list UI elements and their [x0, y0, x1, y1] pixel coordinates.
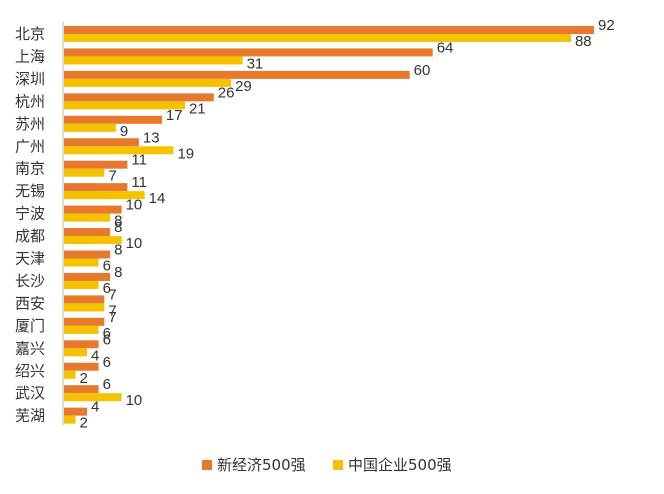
- data-label: 31: [247, 55, 264, 72]
- data-label: 6: [103, 354, 111, 371]
- bar-china-enterprise: [64, 280, 99, 289]
- data-label: 4: [91, 347, 99, 364]
- data-label: 2: [80, 415, 88, 432]
- bar-new-economy: [64, 385, 99, 394]
- bar-new-economy: [64, 183, 128, 192]
- data-label: 9: [120, 123, 128, 140]
- bar-china-enterprise: [64, 213, 111, 222]
- bar-china-enterprise: [64, 370, 76, 379]
- bar-china-enterprise: [64, 191, 145, 200]
- bar-china-enterprise: [64, 101, 185, 110]
- category-label: 广州: [15, 137, 45, 155]
- data-label: 10: [126, 235, 143, 252]
- bar-new-economy: [64, 48, 433, 57]
- data-label: 60: [414, 62, 431, 79]
- bar-new-economy: [64, 228, 111, 237]
- bar-new-economy: [64, 115, 162, 124]
- data-label: 11: [131, 174, 147, 191]
- data-label: 29: [235, 78, 252, 95]
- legend-label: 中国企业500强: [348, 456, 452, 474]
- category-label: 南京: [15, 160, 45, 178]
- data-label: 8: [114, 242, 122, 259]
- legend-swatch: [333, 460, 343, 470]
- category-label: 天津: [15, 250, 45, 268]
- data-label: 92: [598, 17, 615, 34]
- bar-new-economy: [64, 295, 105, 304]
- bar-china-enterprise: [64, 56, 243, 65]
- bar-new-economy: [64, 250, 111, 259]
- data-label: 6: [103, 331, 111, 348]
- bar-china-enterprise: [64, 393, 122, 402]
- data-label: 10: [126, 197, 143, 214]
- bar-china-enterprise: [64, 258, 99, 267]
- bar-new-economy: [64, 205, 122, 214]
- bar-new-economy: [64, 317, 105, 326]
- category-label: 成都: [15, 227, 45, 245]
- category-label: 深圳: [15, 70, 45, 88]
- bar-new-economy: [64, 160, 128, 169]
- bar-china-enterprise: [64, 325, 99, 334]
- data-label: 8: [114, 213, 122, 230]
- category-label: 苏州: [15, 115, 45, 133]
- data-label: 88: [575, 33, 592, 50]
- data-label: 26: [218, 84, 235, 101]
- category-label: 厦门: [15, 317, 45, 335]
- data-label: 8: [114, 219, 122, 236]
- data-label: 19: [177, 145, 194, 162]
- bar-china-enterprise: [64, 34, 571, 42]
- bar-new-economy: [64, 26, 594, 34]
- bar-china-enterprise: [64, 415, 76, 424]
- bar-new-economy: [64, 407, 88, 416]
- bar-china-enterprise: [64, 348, 88, 357]
- data-label: 4: [91, 399, 99, 416]
- bar-china-enterprise: [64, 78, 232, 87]
- data-label: 64: [437, 39, 454, 56]
- data-label: 21: [189, 100, 206, 117]
- bar-new-economy: [64, 138, 139, 147]
- category-label: 长沙: [15, 272, 45, 290]
- data-label: 14: [149, 190, 166, 207]
- data-label: 17: [166, 107, 183, 124]
- category-label: 绍兴: [15, 362, 45, 380]
- legend: 新经济500强 中国企业500强: [202, 456, 452, 474]
- category-label: 无锡: [15, 182, 45, 200]
- data-label: 10: [126, 392, 143, 409]
- category-label: 上海: [15, 47, 45, 65]
- legend-label: 新经济500强: [217, 456, 306, 474]
- data-label: 7: [108, 302, 116, 319]
- data-label: 6: [103, 280, 111, 297]
- data-label: 2: [80, 370, 88, 387]
- data-label: 6: [103, 376, 111, 393]
- data-label: 8: [114, 264, 122, 281]
- data-label: 7: [108, 309, 116, 326]
- category-label: 芜湖: [15, 407, 45, 425]
- bar-china-enterprise: [64, 303, 105, 312]
- bar-china-enterprise: [64, 236, 122, 245]
- bar-new-economy: [64, 93, 214, 102]
- category-label: 北京: [15, 25, 45, 43]
- bar-new-economy: [64, 70, 410, 79]
- category-label: 西安: [15, 294, 45, 312]
- category-label: 宁波: [15, 205, 45, 223]
- data-label: 7: [108, 286, 116, 303]
- data-label: 6: [103, 325, 111, 342]
- bar-china-enterprise: [64, 168, 105, 177]
- data-label: 7: [108, 168, 116, 185]
- bar-new-economy: [64, 272, 111, 281]
- data-label: 13: [143, 129, 160, 146]
- bar-china-enterprise: [64, 123, 116, 132]
- category-label: 嘉兴: [15, 339, 45, 357]
- bar-china-enterprise: [64, 146, 174, 155]
- data-label: 6: [103, 258, 111, 275]
- legend-swatch: [202, 460, 212, 470]
- category-label: 杭州: [15, 92, 45, 110]
- bar-new-economy: [64, 340, 99, 349]
- data-label: 11: [131, 152, 147, 169]
- category-label: 武汉: [15, 384, 45, 402]
- bar-new-economy: [64, 362, 99, 371]
